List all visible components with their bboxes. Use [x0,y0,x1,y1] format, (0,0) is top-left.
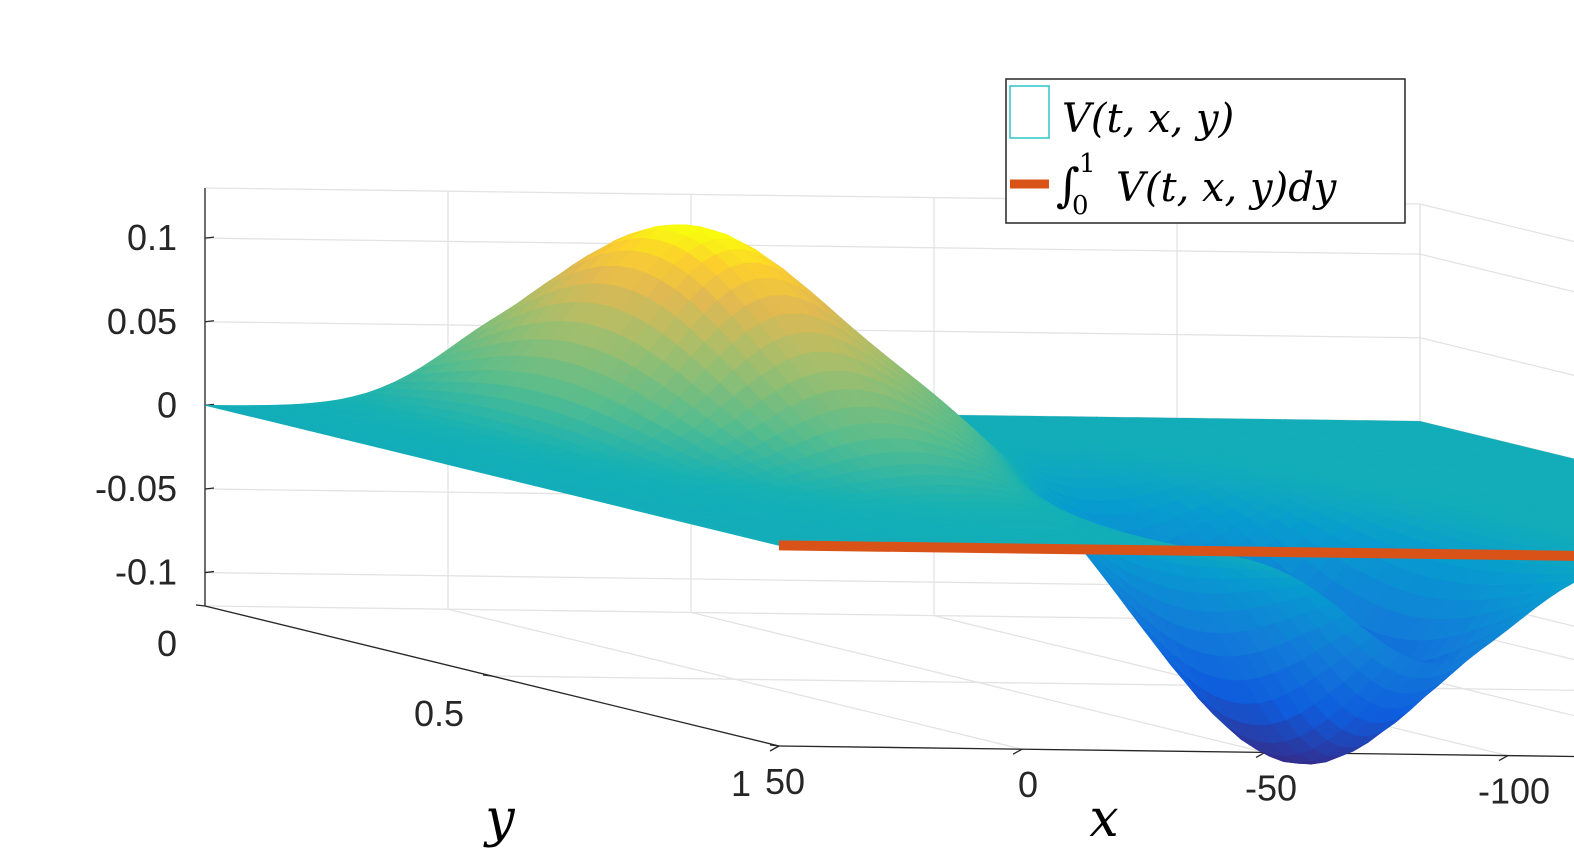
wall-gridline-z [1419,253,1574,293]
z-tick-label: -0.05 [95,468,177,509]
legend-surface-swatch [1009,85,1050,139]
z-tick-mark [204,320,215,323]
wall-gridline-z [1419,337,1574,376]
y-axis-label: y [483,789,515,849]
wall-edge [1419,203,1574,243]
x-tick-label: 0 [1018,764,1038,805]
x-tick-label: -100 [1478,771,1550,812]
line-layer [778,540,1574,561]
x-tick-mark [769,745,780,752]
z-tick-mark [204,236,215,239]
floor-gridline-x [1419,621,1574,661]
legend-label-integral-body: V(t, x, y)dy [1116,165,1338,211]
z-tick-label: 0.05 [107,301,177,342]
x-tick-mark [1012,748,1023,755]
z-tick-label: -0.1 [115,552,177,593]
surface-patch [1565,466,1574,469]
axis-layer [195,188,1574,762]
legend-label-integral-upper: 1 [1079,149,1096,179]
z-tick-label: 0.1 [127,217,177,258]
y-tick-label: 1 [731,763,751,804]
integral-line [778,540,1574,561]
z-tick-mark [204,570,215,574]
surface-layer [204,224,1574,765]
legend: V(t, x, y) ∫ 1 0 V(t, x, y)dy [1005,78,1406,224]
y-tick-mark [482,674,493,677]
legend-label-integral-lower: 0 [1072,191,1089,221]
x-axis-label: x [1089,789,1118,849]
y-tick-mark [195,604,206,607]
y-tick-mark [769,744,780,747]
z-tick-label: 0 [157,384,177,425]
floor-gridline-y [778,745,1574,758]
legend-box [1005,78,1406,224]
y-tick-label: 0 [157,623,177,664]
x-tick-label: -50 [1245,767,1297,808]
x-tick-mark [1498,755,1509,762]
z-tick-mark [204,487,215,490]
floor-gridline-y [491,675,1574,691]
legend-label-surface: V(t, x, y) [1062,96,1234,142]
legend-label-integral-sign: ∫ [1056,158,1080,212]
x-axis-line [778,745,1574,758]
wall-gridline-z [204,237,1421,255]
x-tick-label: 50 [765,761,805,802]
y-tick-label: 0.5 [414,693,464,734]
